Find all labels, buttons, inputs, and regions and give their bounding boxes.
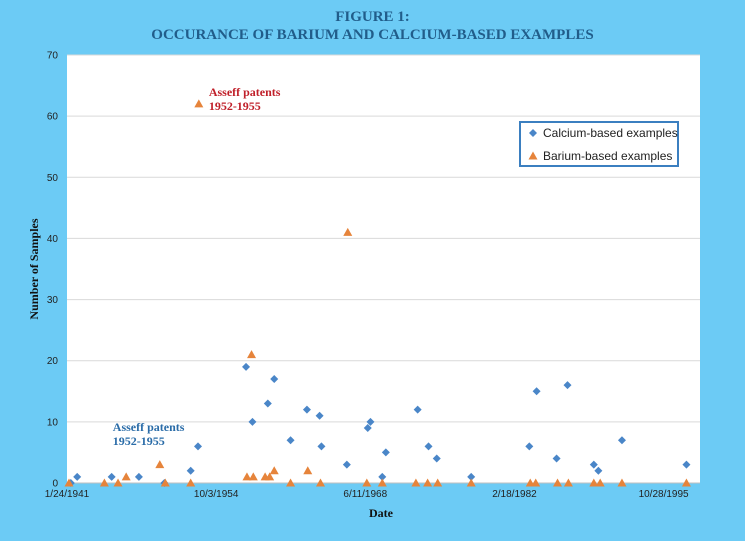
x-axis-ticks: 1/24/1941 10/3/1954 6/11/1968 2/18/1982 10/2… bbox=[45, 489, 689, 500]
x-tick-label: 1/24/1941 bbox=[45, 489, 90, 500]
y-tick-label: 10 bbox=[47, 417, 59, 428]
y-axis-ticks: 0 10 20 30 40 50 60 70 bbox=[47, 51, 59, 490]
legend-calcium-marker bbox=[529, 129, 537, 137]
y-tick-label: 50 bbox=[47, 173, 59, 184]
y-tick-label: 70 bbox=[47, 51, 59, 62]
calcium-point bbox=[413, 405, 422, 414]
calcium-point bbox=[107, 472, 116, 481]
calcium-point bbox=[317, 442, 326, 451]
x-axis-label: Date bbox=[369, 506, 394, 520]
barium-point bbox=[362, 478, 372, 487]
x-tick-label: 6/11/1968 bbox=[343, 489, 387, 500]
legend-box bbox=[519, 121, 679, 167]
barium-point bbox=[553, 478, 563, 487]
barium-point bbox=[155, 460, 165, 469]
calcium-point bbox=[248, 417, 257, 426]
barium-point bbox=[194, 99, 204, 108]
barium-point bbox=[113, 478, 123, 487]
annotation-text: Asseff patents bbox=[113, 420, 185, 434]
calcium-point bbox=[532, 387, 541, 396]
barium-point bbox=[595, 478, 605, 487]
calcium-point bbox=[378, 472, 387, 481]
calcium-point bbox=[342, 460, 351, 469]
chart-title-line-2: OCCURANCE OF BARIUM AND CALCIUM-BASED EX… bbox=[151, 27, 594, 43]
barium-point bbox=[265, 472, 275, 481]
calcium-point bbox=[363, 423, 372, 432]
legend-barium-label: Barium-based examples bbox=[543, 149, 672, 163]
calcium-point bbox=[193, 442, 202, 451]
calcium-point bbox=[525, 442, 534, 451]
barium-point bbox=[242, 472, 252, 481]
barium-point bbox=[99, 478, 109, 487]
y-tick-label: 20 bbox=[47, 356, 59, 367]
barium-point bbox=[681, 478, 691, 487]
annotation-text: Asseff patents bbox=[209, 85, 281, 99]
legend: Calcium-based examples Barium-based examp… bbox=[519, 121, 679, 167]
calcium-point bbox=[682, 460, 691, 469]
barium-point bbox=[343, 227, 353, 236]
y-tick-label: 40 bbox=[47, 234, 59, 245]
x-tick-label: 2/18/1982 bbox=[492, 489, 537, 500]
data-points bbox=[64, 99, 691, 487]
barium-point bbox=[160, 478, 170, 487]
annotation-text: 1952-1955 bbox=[113, 434, 165, 448]
calcium-point bbox=[381, 448, 390, 457]
chart-title-line-1: FIGURE 1: bbox=[335, 9, 410, 25]
barium-point bbox=[466, 478, 476, 487]
y-tick-label: 0 bbox=[52, 479, 58, 490]
calcium-point bbox=[617, 436, 626, 445]
x-tick-label: 10/3/1954 bbox=[194, 489, 239, 500]
barium-point bbox=[411, 478, 421, 487]
barium-point bbox=[589, 478, 599, 487]
calcium-point bbox=[286, 436, 295, 445]
calcium-point bbox=[424, 442, 433, 451]
barium-point bbox=[617, 478, 627, 487]
y-tick-label: 60 bbox=[47, 112, 59, 123]
plot-area bbox=[67, 55, 700, 483]
calcium-point bbox=[594, 466, 603, 475]
barium-point bbox=[64, 478, 74, 487]
barium-point bbox=[303, 466, 313, 475]
calcium-point bbox=[73, 472, 82, 481]
calcium-point bbox=[186, 466, 195, 475]
calcium-point bbox=[563, 381, 572, 390]
barium-point bbox=[248, 472, 258, 481]
calcium-point bbox=[552, 454, 561, 463]
x-tick-label: 10/28/1995 bbox=[639, 489, 689, 500]
barium-point bbox=[531, 478, 541, 487]
barium-point bbox=[121, 472, 131, 481]
legend-calcium-label: Calcium-based examples bbox=[543, 126, 678, 140]
barium-point bbox=[563, 478, 573, 487]
y-axis-label: Number of Samples bbox=[27, 218, 41, 319]
barium-point bbox=[269, 466, 279, 475]
calcium-point bbox=[242, 362, 251, 371]
legend-barium-marker bbox=[528, 151, 538, 160]
calcium-point bbox=[366, 417, 375, 426]
barium-point bbox=[247, 350, 257, 359]
barium-point bbox=[433, 478, 443, 487]
barium-point bbox=[186, 478, 196, 487]
y-tick-label: 30 bbox=[47, 295, 59, 306]
calcium-point bbox=[134, 472, 143, 481]
calcium-point bbox=[467, 472, 476, 481]
calcium-point bbox=[432, 454, 441, 463]
barium-point bbox=[286, 478, 296, 487]
calcium-point bbox=[270, 375, 279, 384]
barium-point bbox=[315, 478, 325, 487]
calcium-point bbox=[589, 460, 598, 469]
calcium-point bbox=[315, 411, 324, 420]
barium-point bbox=[423, 478, 433, 487]
annotation-text: 1952-1955 bbox=[209, 99, 261, 113]
barium-point bbox=[377, 478, 387, 487]
calcium-point bbox=[263, 399, 272, 408]
calcium-point bbox=[302, 405, 311, 414]
